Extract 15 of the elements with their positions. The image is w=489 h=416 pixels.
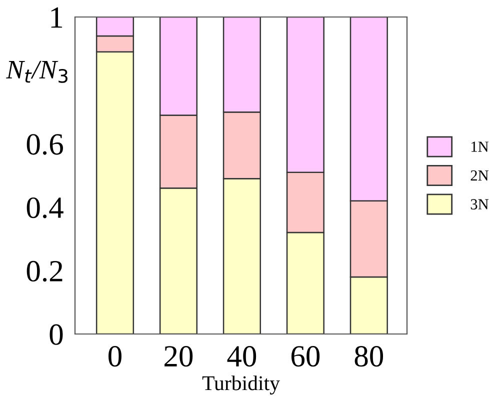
- y-tick-label: 0.6: [26, 134, 63, 155]
- y-axis-title: N$_{t}$/N$_{3}$: [6, 60, 68, 83]
- y-tick-label: 0.4: [26, 197, 64, 218]
- x-tick-label: 40: [227, 346, 256, 367]
- x-tick-label: 0: [108, 346, 122, 367]
- x-axis-title: Turbidity: [202, 376, 280, 395]
- y-tick-label: 0.2: [26, 260, 62, 282]
- y-tick-label: 1: [51, 7, 62, 28]
- x-tick-label: 60: [291, 346, 320, 367]
- legend-label: 2N: [470, 170, 488, 181]
- y-tick-label: 0: [50, 324, 63, 345]
- legend-label: 3N: [470, 199, 488, 210]
- x-tick-label: 80: [354, 346, 384, 367]
- legend-label: 1N: [472, 142, 488, 152]
- x-tick-label: 20: [164, 346, 193, 367]
